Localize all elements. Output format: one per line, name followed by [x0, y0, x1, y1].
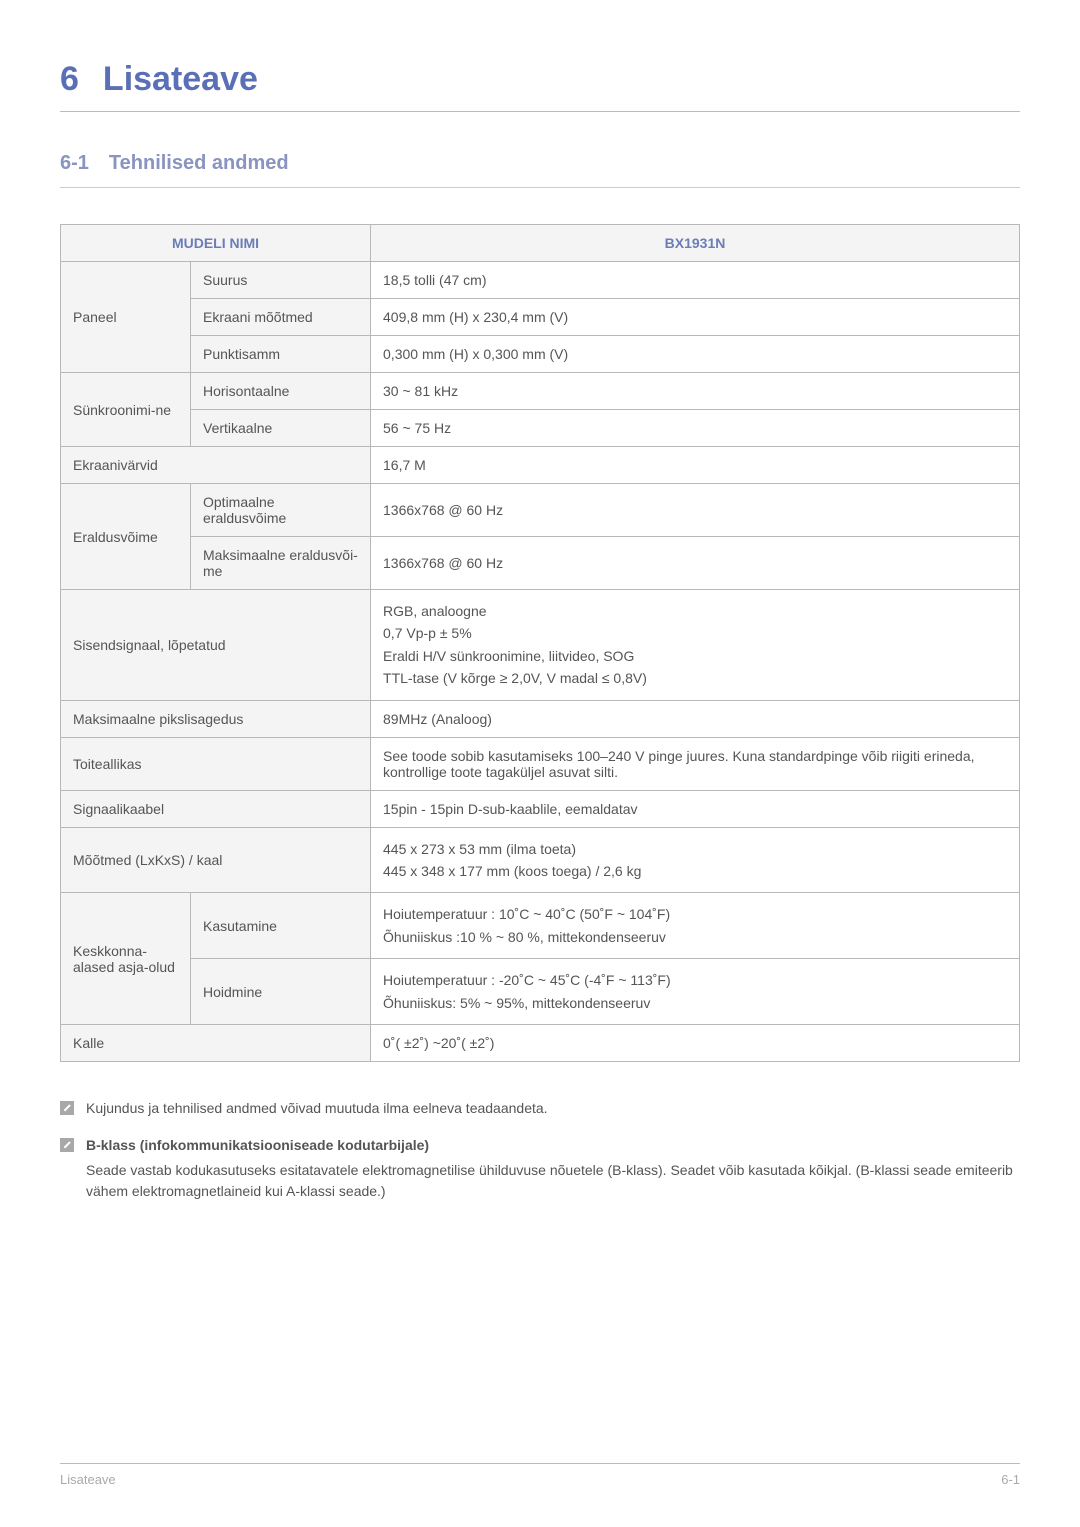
table-cell-label: Maksimaalne pikslisagedus — [61, 700, 371, 737]
table-row: Keskkonna-alased asja-oludKasutamineHoiu… — [61, 893, 1020, 959]
table-cell-sublabel: Maksimaalne eraldusvõi-me — [191, 537, 371, 590]
chapter-text: Lisateave — [103, 60, 258, 98]
table-cell-sublabel: Punktisamm — [191, 336, 371, 373]
section-number: 6-1 — [60, 152, 89, 174]
spec-table-body: PaneelSuurus18,5 tolli (47 cm)Ekraani mõ… — [61, 262, 1020, 1062]
table-cell-value: 1366x768 @ 60 Hz — [371, 537, 1020, 590]
table-row: Sünkroonimi-neHorisontaalne30 ~ 81 kHz — [61, 373, 1020, 410]
table-row: Ekraani mõõtmed409,8 mm (H) x 230,4 mm (… — [61, 299, 1020, 336]
table-row: Maksimaalne pikslisagedus89MHz (Analoog) — [61, 700, 1020, 737]
table-header-model: BX1931N — [371, 225, 1020, 262]
note-body: B-klass (infokommunikatsiooniseade kodut… — [86, 1135, 1020, 1202]
note-item: B-klass (infokommunikatsiooniseade kodut… — [60, 1135, 1020, 1202]
note-text: Seade vastab kodukasutuseks esitatavatel… — [86, 1160, 1020, 1202]
table-cell-value: 1366x768 @ 60 Hz — [371, 484, 1020, 537]
table-cell-value: 89MHz (Analoog) — [371, 700, 1020, 737]
table-cell-value: 56 ~ 75 Hz — [371, 410, 1020, 447]
note-text: Kujundus ja tehnilised andmed võivad muu… — [86, 1098, 1020, 1119]
table-cell-value: RGB, analoogne0,7 Vp-p ± 5%Eraldi H/V sü… — [371, 590, 1020, 701]
table-cell-value: 0˚( ±2˚) ~20˚( ±2˚) — [371, 1024, 1020, 1061]
table-cell-sublabel: Horisontaalne — [191, 373, 371, 410]
table-row: EraldusvõimeOptimaalne eraldusvõime1366x… — [61, 484, 1020, 537]
table-cell-value: See toode sobib kasutamiseks 100–240 V p… — [371, 737, 1020, 790]
table-row: Mõõtmed (LxKxS) / kaal445 x 273 x 53 mm … — [61, 827, 1020, 893]
table-cell-label: Ekraanivärvid — [61, 447, 371, 484]
table-row: Sisendsignaal, lõpetatudRGB, analoogne0,… — [61, 590, 1020, 701]
table-row: Punktisamm0,300 mm (H) x 0,300 mm (V) — [61, 336, 1020, 373]
table-row: Ekraanivärvid16,7 M — [61, 447, 1020, 484]
table-cell-sublabel: Ekraani mõõtmed — [191, 299, 371, 336]
table-cell-sublabel: Optimaalne eraldusvõime — [191, 484, 371, 537]
section-text: Tehnilised andmed — [109, 152, 289, 174]
section-title: 6-1 Tehnilised andmed — [60, 152, 1020, 188]
table-cell-label: Signaalikaabel — [61, 790, 371, 827]
table-cell-sublabel: Vertikaalne — [191, 410, 371, 447]
table-cell-value: 16,7 M — [371, 447, 1020, 484]
table-cell-label: Keskkonna-alased asja-olud — [61, 893, 191, 1025]
table-cell-value: Hoiutemperatuur : 10˚C ~ 40˚C (50˚F ~ 10… — [371, 893, 1020, 959]
table-cell-label: Sisendsignaal, lõpetatud — [61, 590, 371, 701]
table-cell-sublabel: Hoidmine — [191, 959, 371, 1025]
table-cell-value: 30 ~ 81 kHz — [371, 373, 1020, 410]
table-cell-label: Kalle — [61, 1024, 371, 1061]
table-cell-value: Hoiutemperatuur : -20˚C ~ 45˚C (-4˚F ~ 1… — [371, 959, 1020, 1025]
table-header-name: MUDELI NIMI — [61, 225, 371, 262]
footer-right: 6-1 — [1001, 1472, 1020, 1487]
note-icon — [60, 1138, 74, 1152]
table-cell-sublabel: Suurus — [191, 262, 371, 299]
table-cell-label: Mõõtmed (LxKxS) / kaal — [61, 827, 371, 893]
page-footer: Lisateave 6-1 — [60, 1463, 1020, 1487]
table-cell-value: 15pin - 15pin D-sub-kaablile, eemaldatav — [371, 790, 1020, 827]
table-cell-label: Eraldusvõime — [61, 484, 191, 590]
note-item: Kujundus ja tehnilised andmed võivad muu… — [60, 1098, 1020, 1119]
spec-table: MUDELI NIMI BX1931N PaneelSuurus18,5 tol… — [60, 224, 1020, 1062]
table-cell-value: 0,300 mm (H) x 0,300 mm (V) — [371, 336, 1020, 373]
table-row: Signaalikaabel15pin - 15pin D-sub-kaabli… — [61, 790, 1020, 827]
table-row: Vertikaalne56 ~ 75 Hz — [61, 410, 1020, 447]
table-row: HoidmineHoiutemperatuur : -20˚C ~ 45˚C (… — [61, 959, 1020, 1025]
table-row: Kalle0˚( ±2˚) ~20˚( ±2˚) — [61, 1024, 1020, 1061]
table-cell-sublabel: Kasutamine — [191, 893, 371, 959]
table-cell-value: 409,8 mm (H) x 230,4 mm (V) — [371, 299, 1020, 336]
table-row: PaneelSuurus18,5 tolli (47 cm) — [61, 262, 1020, 299]
table-cell-label: Toiteallikas — [61, 737, 371, 790]
table-cell-value: 18,5 tolli (47 cm) — [371, 262, 1020, 299]
note-title: B-klass (infokommunikatsiooniseade kodut… — [86, 1135, 1020, 1156]
chapter-number: 6 — [60, 60, 79, 98]
table-row: Maksimaalne eraldusvõi-me1366x768 @ 60 H… — [61, 537, 1020, 590]
footer-left: Lisateave — [60, 1472, 116, 1487]
table-cell-label: Paneel — [61, 262, 191, 373]
table-cell-value: 445 x 273 x 53 mm (ilma toeta)445 x 348 … — [371, 827, 1020, 893]
chapter-title: 6 Lisateave — [60, 60, 1020, 112]
notes-section: Kujundus ja tehnilised andmed võivad muu… — [60, 1098, 1020, 1202]
note-icon — [60, 1101, 74, 1115]
table-row: ToiteallikasSee toode sobib kasutamiseks… — [61, 737, 1020, 790]
table-cell-label: Sünkroonimi-ne — [61, 373, 191, 447]
